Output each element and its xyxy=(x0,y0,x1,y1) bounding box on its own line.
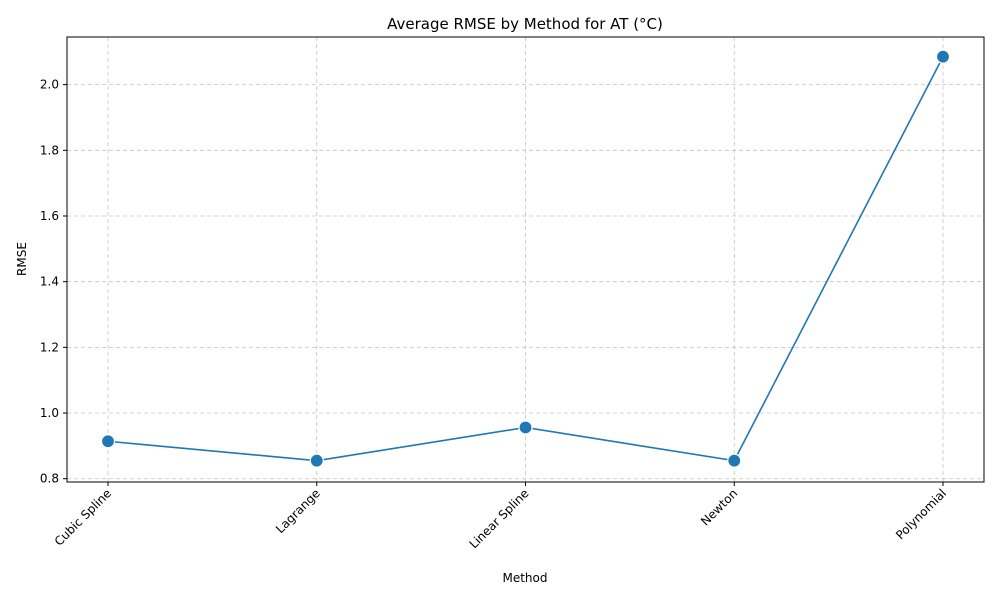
y-tick-label: 1.8 xyxy=(40,143,59,157)
y-tick-label: 0.8 xyxy=(40,472,59,486)
y-tick-label: 1.2 xyxy=(40,340,59,354)
data-point xyxy=(935,49,951,64)
x-tick-label: Cubic Spline xyxy=(52,486,114,548)
y-tick-label: 1.6 xyxy=(40,209,59,223)
series xyxy=(100,49,951,468)
data-point xyxy=(309,453,324,468)
y-tick-label: 1.0 xyxy=(40,406,59,420)
data-point xyxy=(727,453,742,468)
data-point xyxy=(100,434,116,449)
axes: 0.8 1.0 1.2 1.4 1.6 1.8 2.0 Cubic Spline Lagrang… xyxy=(40,36,985,551)
grid xyxy=(67,37,984,482)
y-tick-label: 1.4 xyxy=(40,275,59,289)
y-axis-label: RMSE xyxy=(15,242,29,276)
x-tick-label: Newton xyxy=(698,486,740,528)
data-point xyxy=(518,420,533,435)
y-tick-label: 2.0 xyxy=(40,78,59,92)
x-tick-label: Lagrange xyxy=(273,486,323,536)
x-tick-label: Polynomial xyxy=(893,486,949,542)
x-axis-label: Method xyxy=(502,571,547,585)
chart-title: Average RMSE by Method for AT (°C) xyxy=(387,15,663,33)
x-tick-label: Linear Spline xyxy=(467,486,532,551)
